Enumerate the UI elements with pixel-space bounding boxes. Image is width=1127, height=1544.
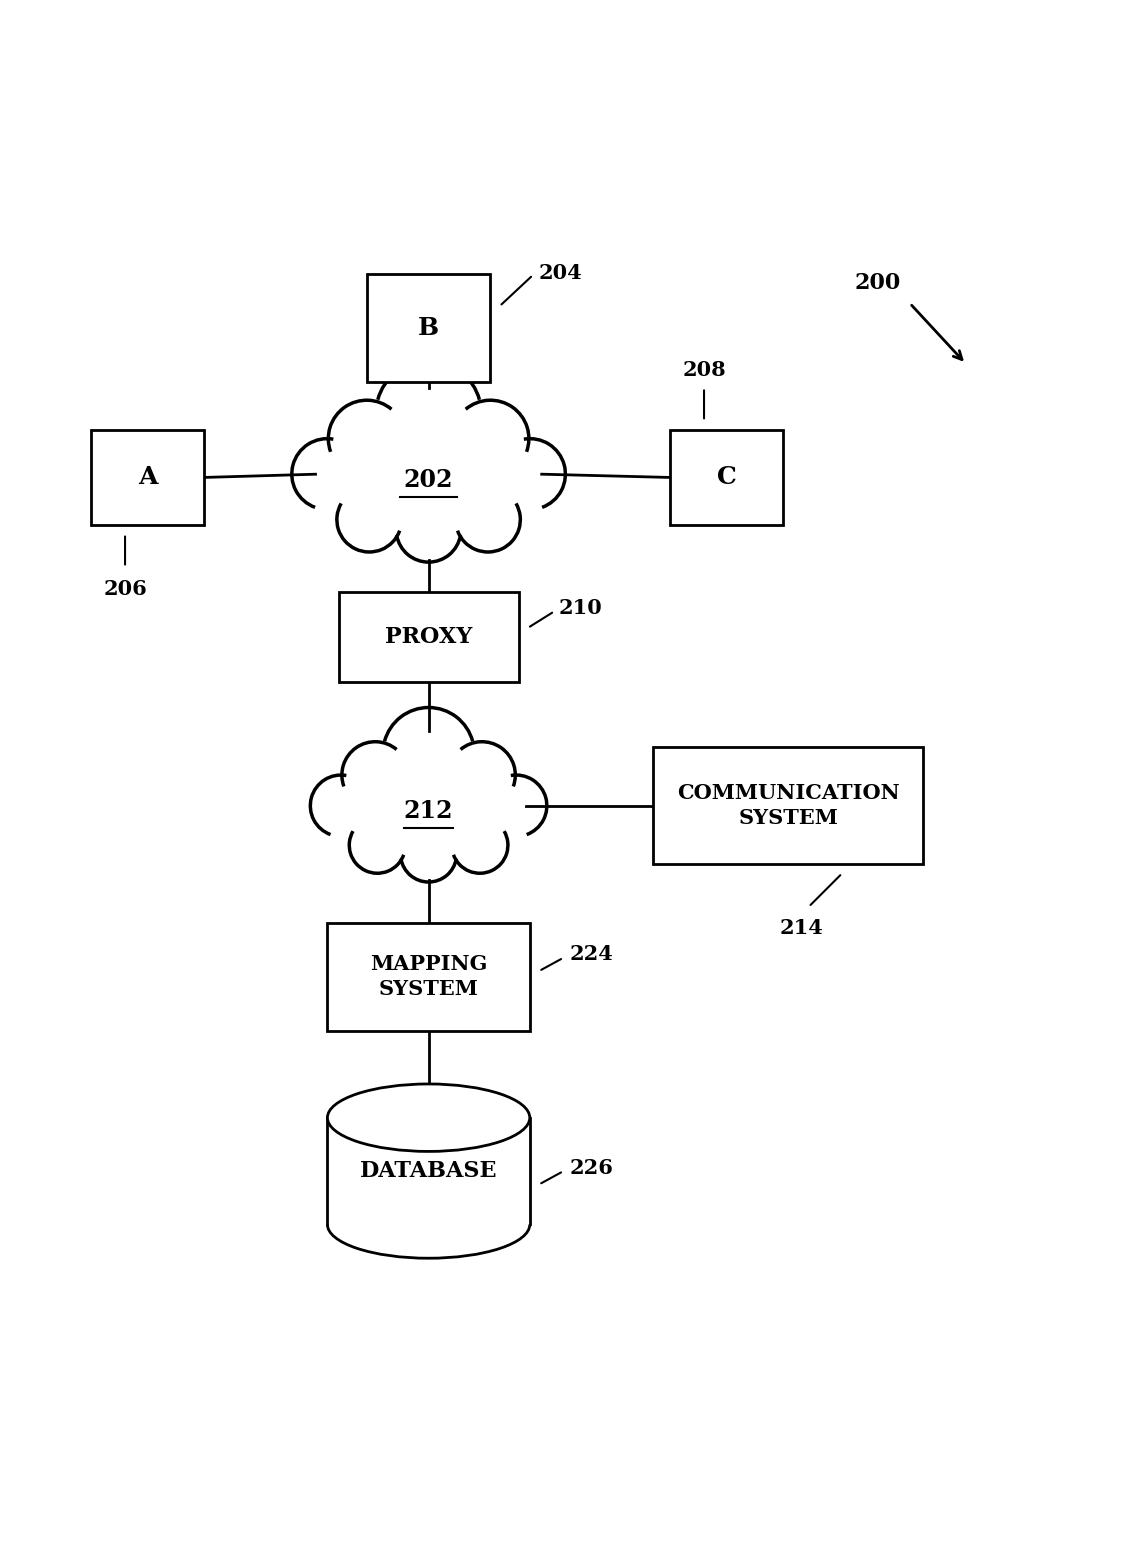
Text: 208: 208: [682, 360, 726, 380]
Ellipse shape: [328, 1084, 530, 1152]
Text: MAPPING
SYSTEM: MAPPING SYSTEM: [370, 954, 487, 999]
FancyBboxPatch shape: [91, 431, 204, 525]
Text: 214: 214: [780, 919, 824, 939]
FancyBboxPatch shape: [338, 593, 518, 682]
Text: 210: 210: [559, 598, 603, 618]
Text: 224: 224: [569, 945, 613, 965]
FancyBboxPatch shape: [328, 923, 530, 1030]
Text: 206: 206: [104, 579, 147, 599]
Text: B: B: [418, 317, 440, 340]
Text: DATABASE: DATABASE: [360, 1160, 497, 1183]
FancyBboxPatch shape: [654, 747, 923, 865]
Text: 204: 204: [539, 262, 583, 283]
FancyBboxPatch shape: [671, 431, 783, 525]
Text: PROXY: PROXY: [385, 627, 472, 648]
Text: COMMUNICATION
SYSTEM: COMMUNICATION SYSTEM: [677, 783, 899, 828]
Text: 212: 212: [403, 800, 453, 823]
Text: A: A: [137, 465, 158, 489]
Text: 200: 200: [854, 272, 900, 295]
Text: 226: 226: [569, 1158, 613, 1178]
Bar: [328, 1118, 530, 1224]
Polygon shape: [332, 735, 525, 868]
Text: C: C: [717, 465, 736, 489]
Polygon shape: [318, 394, 540, 545]
Text: 202: 202: [403, 468, 453, 491]
FancyBboxPatch shape: [366, 273, 490, 381]
